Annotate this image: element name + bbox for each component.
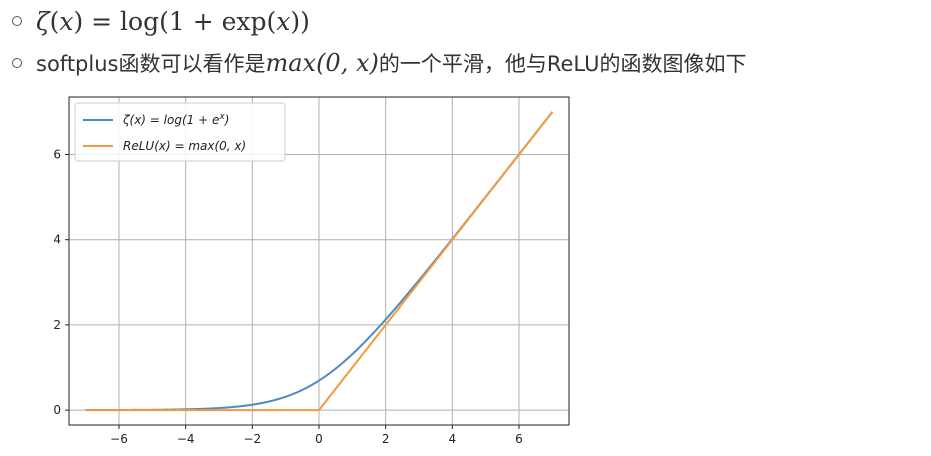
description-prefix: softplus函数可以看作是: [36, 52, 266, 76]
formula-log: log: [120, 6, 160, 36]
x-tick-label: −6: [110, 432, 128, 446]
zeta-symbol: ζ: [36, 6, 50, 36]
x-tick-label: −4: [177, 432, 195, 446]
y-tick-label: 6: [53, 148, 61, 162]
description-suffix: 的一个平滑，他与ReLU的函数图像如下: [378, 52, 747, 76]
formula-equals: =: [83, 6, 121, 36]
bullet-circle-icon: [12, 16, 22, 26]
formula-var-x-2: x: [276, 6, 291, 36]
y-tick-label: 0: [53, 403, 61, 417]
x-tick-label: −2: [243, 432, 261, 446]
formula-paren-close: ): [73, 6, 84, 36]
formula-var-x: x: [59, 6, 74, 36]
description-line: softplus函数可以看作是 max(0, x) 的一个平滑，他与ReLU的函…: [0, 44, 746, 82]
legend: ζ(x) = log(1 + ex) ReLU(x) = max(0, x): [74, 102, 286, 162]
y-tick-label: 4: [53, 233, 61, 247]
ticks: −6 −4 −2 0 2 4 6 0 2 4 6: [53, 148, 522, 446]
x-tick-label: 6: [515, 432, 523, 446]
legend-label: ReLU(x) = max(0, x): [123, 139, 246, 153]
series-line-relu: [85, 111, 554, 412]
formula-paren-open: (: [49, 6, 60, 36]
description-math: max(0, x): [265, 49, 379, 77]
x-tick-label: 4: [449, 432, 457, 446]
x-tick-label: 0: [315, 432, 323, 446]
formula-line: ζ ( x ) = log (1 + exp( x )): [0, 2, 310, 40]
formula-end: )): [290, 6, 310, 36]
x-tick-label: 2: [382, 432, 390, 446]
bullet-circle-icon: [12, 58, 22, 68]
y-tick-label: 2: [53, 318, 61, 332]
legend-label: ζ(x) = log(1 + ex): [122, 112, 229, 127]
legend-box: [74, 102, 286, 162]
series-layer: [85, 111, 554, 412]
formula-body: (1 + exp(: [159, 6, 277, 36]
